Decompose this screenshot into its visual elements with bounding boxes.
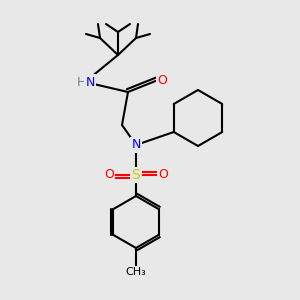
Text: N: N	[85, 76, 95, 88]
Text: N: N	[131, 139, 141, 152]
Text: CH₃: CH₃	[126, 267, 146, 277]
Text: H: H	[76, 76, 86, 88]
Text: O: O	[104, 169, 114, 182]
Text: O: O	[158, 169, 168, 182]
Text: S: S	[132, 168, 140, 182]
Text: O: O	[157, 74, 167, 86]
